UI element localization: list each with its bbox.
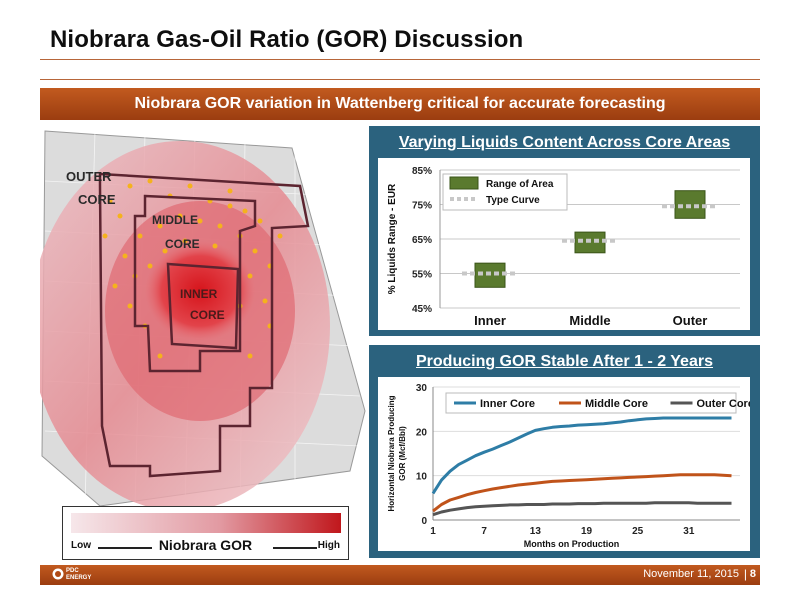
gor-chart-area: 0 10 20 30 1 7 13 19 25 31 Months on Production Hor… [378, 377, 750, 551]
y-tick-label: 10 [416, 472, 428, 483]
page-number: 8 [749, 568, 756, 580]
legend-label: Outer Core [697, 398, 751, 410]
headline-banner: Niobrara GOR variation in Wattenberg cri… [40, 88, 760, 120]
y-axis-label-line-1: Horizontal Niobrara Producing [387, 395, 396, 511]
liquids-range-chart: 45% 55% 65% 75% 85% % Liquids Range - EUR Inne… [387, 166, 740, 328]
y-tick-label: 55% [412, 270, 432, 281]
footer-date: November 11, 2015 [643, 568, 739, 580]
legend-low-label: Low [71, 540, 91, 551]
liquids-panel: Varying Liquids Content Across Core Area… [369, 126, 760, 336]
y-tick-label: 65% [412, 235, 432, 246]
y-tick-label: 45% [412, 304, 432, 315]
slide-title: Niobrara Gas-Oil Ratio (GOR) Discussion [50, 26, 524, 53]
liquids-chart-area: 45% 55% 65% 75% 85% % Liquids Range - EUR Inne… [378, 158, 750, 330]
y-tick-label: 30 [416, 383, 428, 394]
legend-high-label: High [317, 540, 340, 551]
y-tick-label: 0 [421, 516, 427, 527]
liquids-chart-title: Varying Liquids Content Across Core Area… [398, 134, 731, 151]
inner-core-label: INNER [180, 287, 218, 301]
series-line-outer-core [432, 501, 732, 517]
middle-core-label-2: CORE [165, 237, 200, 251]
title-divider-lower [40, 79, 760, 80]
x-tick-label: 1 [430, 526, 436, 537]
legend-label: Middle Core [585, 398, 648, 410]
middle-core-label: MIDDLE [152, 213, 198, 227]
gor-color-scale [71, 513, 341, 533]
y-tick-label: 20 [416, 427, 428, 438]
legend-line-left [98, 547, 152, 549]
legend-label: Inner Core [480, 398, 535, 410]
category-label: Outer [673, 313, 708, 328]
x-tick-label: 19 [581, 526, 593, 537]
outer-core-label-2: CORE [78, 192, 116, 207]
gor-line-chart: 0 10 20 30 1 7 13 19 25 31 Months on Production Hor… [387, 383, 751, 549]
footer-bar [40, 565, 760, 585]
x-tick-label: 31 [683, 526, 695, 537]
y-axis-label: % Liquids Range - EUR [387, 183, 398, 294]
outer-core-outline [98, 172, 310, 478]
legend-title: Niobrara GOR [158, 537, 253, 553]
pdc-logo-icon [52, 568, 64, 580]
y-axis-label-line-2: GOR (Mcf/Bbl) [398, 426, 407, 481]
x-axis-label: Months on Production [524, 539, 619, 549]
inner-core-outline [166, 262, 240, 350]
y-tick-label: 75% [412, 201, 432, 212]
series-line-inner-core [431, 416, 732, 495]
outer-core-label: OUTER [66, 169, 112, 184]
legend-label-type-curve: Type Curve [486, 195, 540, 206]
x-tick-label: 7 [481, 526, 487, 537]
series-line-middle-core [432, 473, 732, 513]
gor-chart-title: Producing GOR Stable After 1 - 2 Years [416, 353, 713, 370]
category-label: Middle [569, 313, 610, 328]
legend-line-right [273, 547, 317, 549]
category-label: Inner [474, 313, 506, 328]
x-tick-label: 13 [530, 526, 542, 537]
middle-core-outline [133, 194, 257, 373]
legend-frame [445, 392, 737, 414]
logo-text-line-2: ENERGY [66, 575, 92, 581]
gor-hotspot [145, 241, 255, 341]
gor-heat-map: OUTER CORE MIDDLE CORE INNER CORE [40, 126, 370, 508]
x-tick-label: 25 [632, 526, 644, 537]
title-divider [40, 59, 760, 60]
footer-separator: | [743, 567, 747, 581]
logo-text-line-1: PDC [66, 568, 79, 574]
y-tick-label: 85% [412, 166, 432, 177]
legend-label-range: Range of Area [486, 179, 554, 190]
gor-panel: Producing GOR Stable After 1 - 2 Years 0… [369, 345, 760, 558]
inner-core-label-2: CORE [190, 308, 225, 322]
logo-text: PDC ENERGY [66, 568, 91, 582]
gor-legend: Low Niobrara GOR High [62, 506, 349, 560]
legend-swatch-range [449, 176, 479, 190]
